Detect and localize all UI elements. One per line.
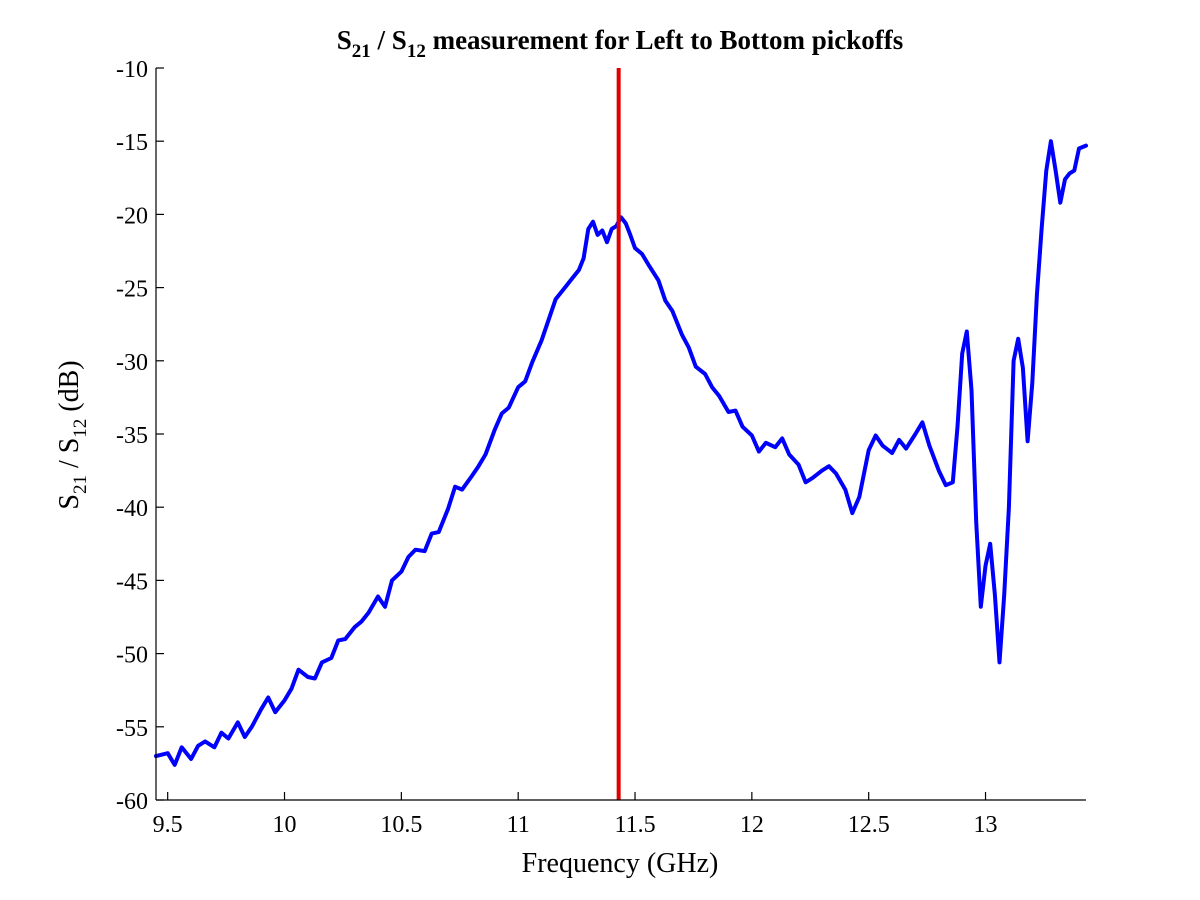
y-tick-label: -55: [116, 716, 148, 742]
x-axis-label: Frequency (GHz): [522, 848, 719, 879]
y-tick-label: -40: [116, 496, 148, 522]
y-tick-label: -25: [116, 277, 148, 303]
y-tick-label: -10: [116, 57, 148, 83]
y-tick-label: -50: [116, 643, 148, 669]
y-tick-label: -45: [116, 569, 148, 595]
y-tick-label: -30: [116, 350, 148, 376]
x-tick-label: 9.5: [153, 812, 183, 838]
x-tick-label: 12: [740, 812, 764, 838]
series-line: [154, 139, 1088, 767]
y-tick-label: -35: [116, 423, 148, 449]
x-tick-label: 12.5: [848, 812, 890, 838]
x-tick-label: 11: [507, 812, 530, 838]
x-tick-label: 10.5: [380, 812, 422, 838]
y-tick-label: -15: [116, 130, 148, 156]
y-tick-label: -60: [116, 789, 148, 815]
x-tick-label: 10: [273, 812, 297, 838]
axis-ticks: 9.5 10 10.5 11 11.5 12 12.5 13 -10 -15 -20 -25 -30 -3…: [116, 57, 998, 838]
x-tick-label: 11.5: [614, 812, 655, 838]
y-tick-label: -20: [116, 203, 148, 229]
chart-title: S21 / S12 measurement for Left to Bottom…: [337, 25, 903, 62]
x-tick-label: 13: [974, 812, 998, 838]
y-axis-label: S21 / S12 (dB): [54, 360, 91, 509]
series-group: [154, 139, 1088, 767]
